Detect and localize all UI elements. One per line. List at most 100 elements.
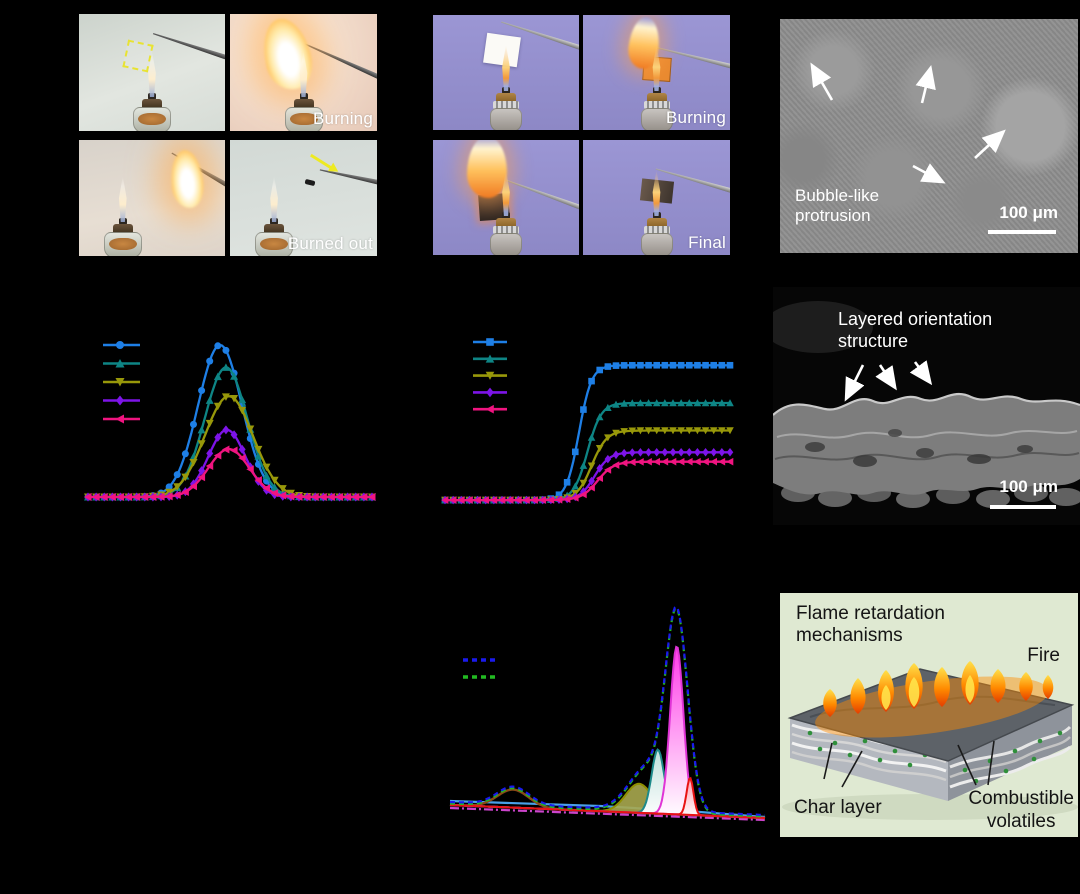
mechanism-illustration bbox=[782, 661, 1078, 820]
chart-g-deconvolution bbox=[449, 605, 766, 822]
lamp-liquid bbox=[260, 238, 289, 250]
sem-material-band bbox=[773, 394, 1080, 495]
sem-void bbox=[853, 455, 877, 467]
lamp-liquid bbox=[108, 238, 137, 250]
lamp-band bbox=[493, 226, 519, 234]
slab-layer bbox=[949, 745, 1072, 789]
alcohol-lamp bbox=[282, 51, 326, 131]
sem-band-texture bbox=[774, 452, 1080, 461]
char-layer-label: Char layer bbox=[794, 796, 882, 818]
sem-bump bbox=[896, 490, 930, 508]
lamp-flame-icon bbox=[502, 170, 510, 216]
panel-b-photo-2: Burning bbox=[583, 15, 730, 130]
alcohol-lamp bbox=[252, 176, 296, 256]
panel-a-photo-4: Burned out bbox=[230, 140, 377, 256]
arrow-icon bbox=[875, 364, 897, 391]
panel-h-mechanism: Flame retardation mechanisms Fire Char l… bbox=[780, 593, 1078, 837]
mechanism-title: Flame retardation mechanisms bbox=[796, 603, 945, 647]
sem-band-highlight bbox=[773, 392, 1080, 416]
lamp-jar bbox=[284, 107, 323, 131]
sem-haze bbox=[773, 301, 873, 353]
panel-f-sem-image: Layered orientation structure 100 μm bbox=[773, 287, 1080, 525]
scale-bar bbox=[988, 230, 1056, 234]
annotation: Bubble-like protrusion bbox=[795, 185, 880, 226]
photo-label: Burning bbox=[313, 109, 373, 128]
alcohol-lamp bbox=[635, 170, 679, 255]
lamp-cap bbox=[293, 99, 314, 108]
panel-a-photo-3 bbox=[79, 140, 225, 256]
sem-void bbox=[888, 429, 902, 437]
slab-layer bbox=[949, 736, 1071, 779]
sem-cross-section-art bbox=[773, 301, 1080, 508]
lamp-cork bbox=[646, 218, 667, 227]
arrow-icon bbox=[915, 64, 936, 104]
alcohol-lamp bbox=[484, 45, 528, 130]
lamp-flame-icon bbox=[299, 51, 308, 97]
volatiles-label: Combustible volatiles bbox=[968, 788, 1074, 832]
flame-icon bbox=[467, 140, 507, 198]
lamp-jar bbox=[490, 108, 522, 130]
lamp-jar bbox=[103, 232, 142, 256]
lamp-flame-icon bbox=[652, 170, 661, 216]
lamp-jar bbox=[490, 233, 522, 255]
lamp-flame-icon bbox=[148, 51, 156, 97]
lamp-liquid bbox=[289, 113, 318, 125]
panel-b-photo-1 bbox=[433, 15, 579, 130]
series-markers-olive bbox=[84, 393, 376, 501]
chart-d-peak-curves bbox=[84, 341, 376, 502]
arrow-icon bbox=[912, 163, 946, 184]
flame-icon bbox=[168, 148, 206, 210]
sem-bump bbox=[1049, 488, 1080, 506]
annotation: Layered orientation structure bbox=[838, 309, 993, 351]
sem-bump bbox=[1014, 484, 1048, 502]
sem-band-texture bbox=[776, 430, 1078, 439]
lamp-jar bbox=[255, 232, 294, 256]
lamp-cap bbox=[112, 224, 133, 233]
arrow-icon bbox=[974, 129, 1006, 159]
sem-void bbox=[805, 442, 825, 452]
fire-glow bbox=[815, 676, 1049, 738]
slab-shadow bbox=[782, 794, 1078, 820]
alcohol-lamp bbox=[101, 176, 145, 256]
fire-label: Fire bbox=[1027, 645, 1060, 666]
lamp-liquid bbox=[138, 113, 166, 125]
arrow-icon bbox=[909, 360, 933, 386]
lamp-band bbox=[643, 101, 670, 109]
alcohol-lamp bbox=[484, 170, 528, 255]
scale-bar bbox=[990, 505, 1056, 509]
lamp-flame-icon bbox=[652, 45, 661, 91]
lamp-cork bbox=[496, 218, 516, 227]
alcohol-lamp bbox=[130, 51, 174, 131]
sem-arrows-overlay bbox=[810, 62, 1006, 184]
panel-c-sem-image: Bubble-like protrusion 100 μm bbox=[780, 19, 1078, 253]
photo-label: Burning bbox=[666, 108, 726, 127]
lamp-jar bbox=[640, 108, 673, 130]
lamp-band bbox=[643, 226, 670, 234]
scale-bar-label: 100 μm bbox=[999, 203, 1058, 222]
sem-bump bbox=[818, 489, 852, 507]
sem-void bbox=[1017, 445, 1033, 453]
panel-a-photo-2: Burning bbox=[230, 14, 377, 131]
lamp-jar bbox=[133, 107, 171, 131]
pointer-lines bbox=[823, 740, 995, 788]
series-markers-magenta bbox=[441, 457, 734, 504]
lamp-flame-icon bbox=[270, 176, 278, 222]
photo-label: Final bbox=[688, 233, 726, 252]
lamp-cap bbox=[142, 99, 162, 108]
lamp-flame-icon bbox=[118, 176, 127, 222]
arrow-icon bbox=[844, 364, 865, 402]
series-markers-blue bbox=[84, 342, 376, 501]
alcohol-lamp bbox=[635, 45, 679, 130]
lamp-cap bbox=[264, 224, 285, 233]
burned-residue bbox=[304, 178, 316, 187]
arrow-icon bbox=[310, 153, 332, 170]
chart-e-sigmoid-curves bbox=[441, 338, 734, 505]
slab-front-face bbox=[790, 718, 948, 801]
lamp-band bbox=[493, 101, 519, 109]
lamp-jar bbox=[640, 233, 673, 255]
lamp-cork bbox=[646, 93, 667, 102]
lamp-cork bbox=[496, 93, 516, 102]
lamp-flame-icon bbox=[502, 45, 510, 91]
series-markers-magenta bbox=[84, 445, 376, 501]
